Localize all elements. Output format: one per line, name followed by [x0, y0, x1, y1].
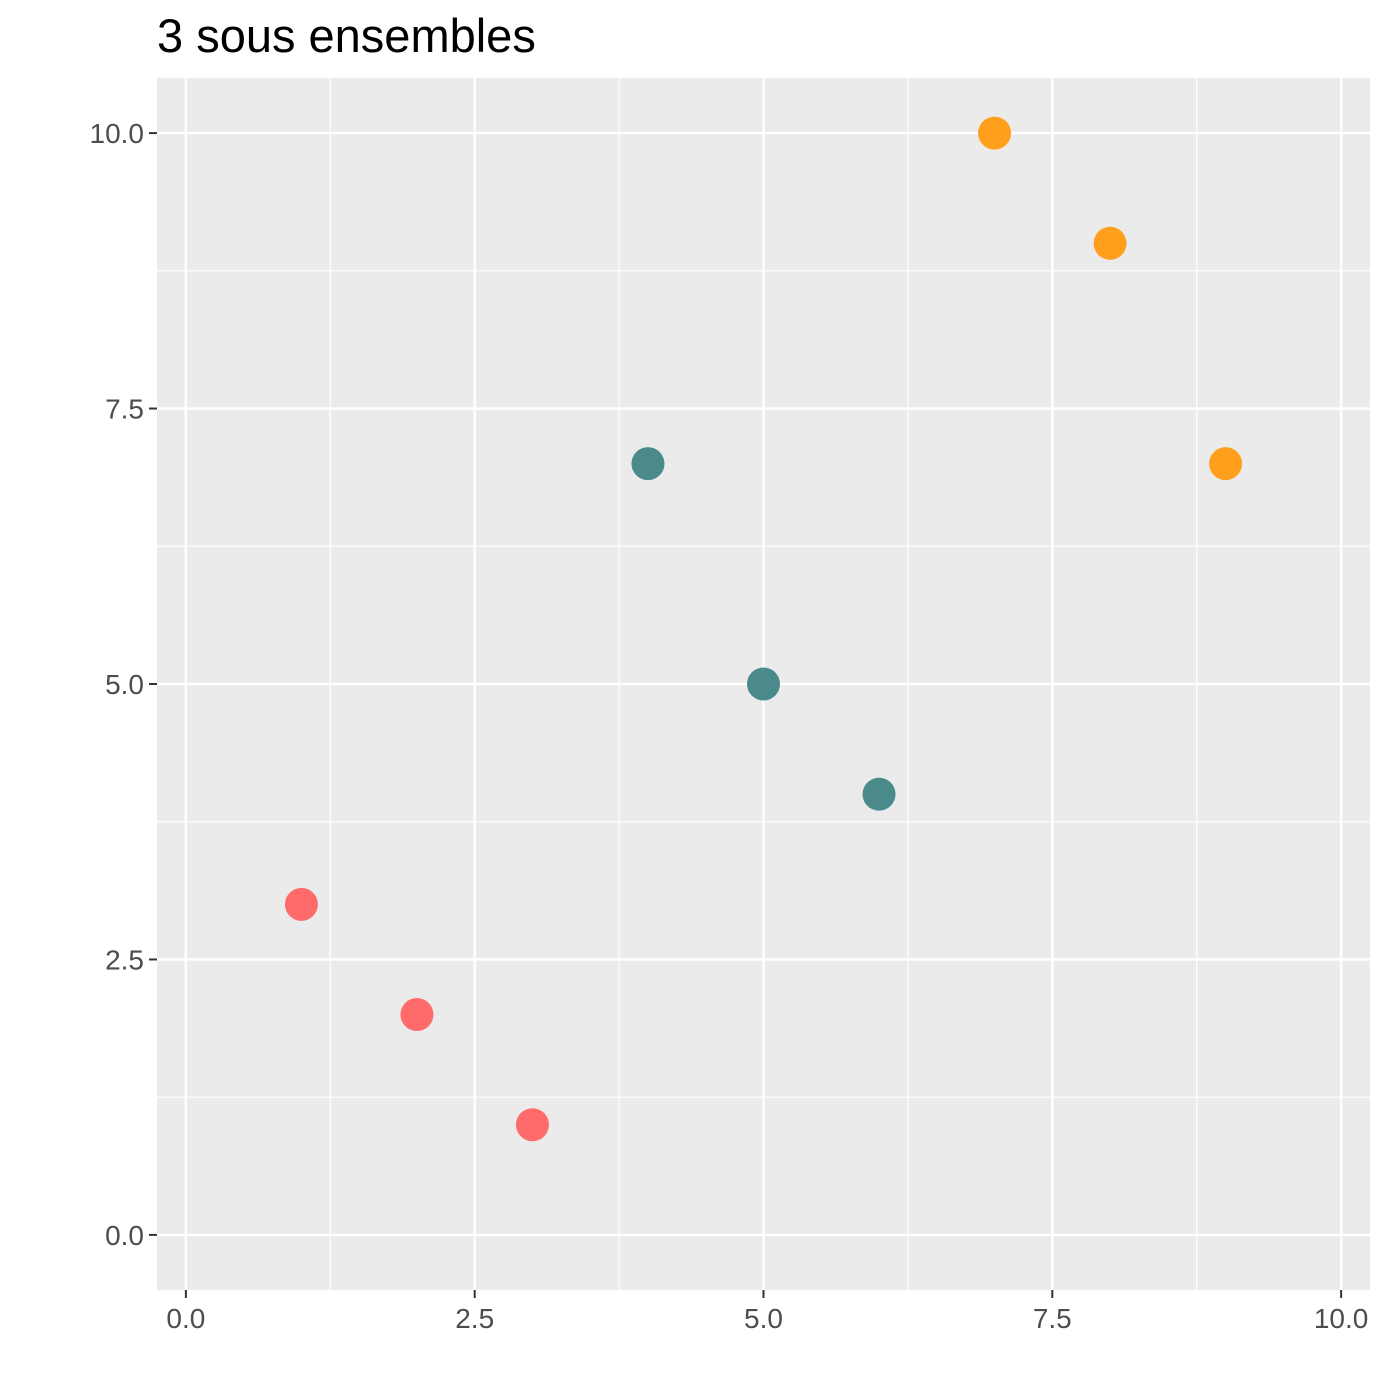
data-point-series-2	[862, 777, 896, 811]
y-tick-label: 0.0	[105, 1220, 144, 1251]
axes: 0.0 2.5 5.0 7.5 10.0 0.0 2.5 5.0 7.5 10.0	[90, 118, 1369, 1334]
y-tick-label: 7.5	[105, 394, 144, 425]
chart-title: 3 sous ensembles	[157, 9, 536, 62]
data-point-series-3	[1093, 226, 1127, 260]
x-tick-label: 0.0	[166, 1303, 205, 1334]
y-tick-label: 5.0	[105, 669, 144, 700]
data-point-series-3	[978, 116, 1012, 150]
data-point-series-3	[1209, 447, 1243, 481]
data-point-series-1	[284, 887, 318, 921]
x-tick-label: 10.0	[1314, 1303, 1369, 1334]
y-tick-label: 2.5	[105, 944, 144, 975]
x-tick-label: 2.5	[455, 1303, 494, 1334]
data-point-series-2	[631, 447, 665, 481]
y-tick-label: 10.0	[90, 118, 145, 149]
x-tick-label: 7.5	[1033, 1303, 1072, 1334]
data-point-series-1	[515, 1108, 549, 1142]
data-point-series-2	[747, 667, 780, 701]
x-tick-label: 5.0	[744, 1303, 783, 1334]
data-point-series-1	[400, 998, 434, 1032]
data-points	[284, 116, 1243, 1142]
